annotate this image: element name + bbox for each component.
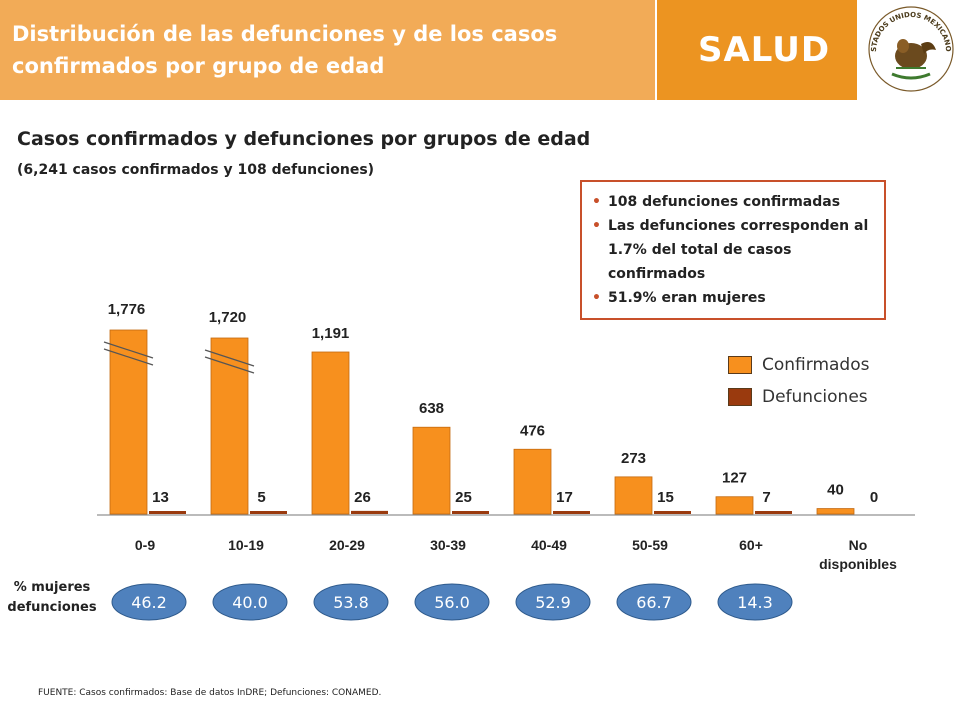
data-label-confirmados: 273 [621, 450, 646, 467]
summary-bullet-text: 108 defunciones confirmadas [608, 194, 841, 210]
pct-value: 52.9 [535, 593, 571, 612]
pct-oval [414, 583, 490, 621]
bar-defunciones [149, 511, 186, 514]
brand-logo-text: SALUD [698, 30, 831, 70]
bar-confirmados [412, 426, 451, 515]
legend-label-defunciones: Defunciones [762, 387, 868, 407]
brand-panel [657, 0, 857, 100]
bar-defunciones [654, 511, 691, 514]
x-tick-label: disponibles [819, 556, 897, 572]
legend-item-defunciones: Defunciones [728, 381, 869, 413]
data-label-confirmados: 1,191 [312, 325, 350, 342]
axis-break-mark [103, 348, 154, 366]
pct-value: 40.0 [232, 593, 268, 612]
x-tick-label: 30-39 [430, 537, 466, 553]
national-seal-icon: ESTADOS UNIDOS MEXICANOS [866, 4, 954, 92]
data-label-confirmados: 1,776 [108, 301, 146, 318]
chart-legend: Confirmados Defunciones [728, 349, 869, 413]
chart-subtitle: (6,241 casos confirmados y 108 defuncion… [17, 162, 375, 178]
x-tick-label: 50-59 [632, 537, 668, 553]
pct-value: 66.7 [636, 593, 672, 612]
pct-oval [313, 583, 389, 621]
x-tick-label: 60+ [739, 537, 763, 553]
pct-value: 53.8 [333, 593, 369, 612]
data-label-confirmados: 40 [827, 482, 844, 499]
bar-defunciones [755, 511, 792, 514]
data-label-defunciones: 26 [354, 489, 371, 506]
data-label-defunciones: 0 [870, 489, 878, 506]
bar-defunciones [452, 511, 489, 514]
data-label-defunciones: 13 [152, 489, 169, 506]
summary-bullet-text: 51.9% eran mujeres [608, 290, 766, 306]
bar-confirmados [816, 508, 855, 515]
x-tick-label: 0-9 [135, 537, 155, 553]
source-note: FUENTE: Casos confirmados: Base de datos… [38, 688, 382, 698]
summary-bullet: • 108 defunciones confirmadas [592, 190, 874, 214]
bar-confirmados [311, 351, 350, 515]
data-label-defunciones: 5 [257, 489, 265, 506]
data-label-defunciones: 25 [455, 489, 472, 506]
axis-break-mark [204, 356, 255, 374]
pct-oval [111, 583, 187, 621]
chart-title: Casos confirmados y defunciones por grup… [17, 128, 591, 150]
legend-swatch-confirmados [728, 356, 752, 374]
pct-oval [616, 583, 692, 621]
x-tick-label: No [849, 537, 868, 553]
data-label-confirmados: 127 [722, 470, 747, 487]
bar-confirmados [513, 448, 552, 515]
summary-bullet: • Las defunciones corresponden al 1.7% de… [592, 214, 874, 286]
bullet-icon: • [592, 290, 601, 306]
legend-item-confirmados: Confirmados [728, 349, 869, 381]
bullet-icon: • [592, 218, 601, 234]
legend-swatch-defunciones [728, 388, 752, 406]
header-banner: Distribución de las defunciones y de los… [0, 0, 655, 100]
x-tick-label: 20-29 [329, 537, 365, 553]
bar-defunciones [250, 511, 287, 514]
bar-confirmados [715, 496, 754, 515]
axis-break-mark [204, 349, 255, 367]
pct-value: 14.3 [737, 593, 773, 612]
summary-list: • 108 defunciones confirmadas • Las defunci… [592, 190, 874, 310]
summary-bullet: • 51.9% eran mujeres [592, 286, 874, 310]
bar-defunciones [553, 511, 590, 514]
data-label-defunciones: 7 [762, 489, 770, 506]
legend-label-confirmados: Confirmados [762, 355, 870, 375]
pct-mujeres-label: % mujeres defunciones [7, 580, 97, 615]
data-label-defunciones: 15 [657, 489, 674, 506]
data-label-confirmados: 638 [419, 400, 444, 417]
summary-box: • 108 defunciones confirmadas • Las defunci… [580, 180, 886, 320]
page-title: Distribución de las defunciones y de los… [12, 22, 558, 78]
bullet-icon: • [592, 194, 601, 210]
x-tick-label: 40-49 [531, 537, 567, 553]
pct-oval [212, 583, 288, 621]
data-label-defunciones: 17 [556, 489, 573, 506]
summary-bullet-text: Las defunciones corresponden al 1.7% del… [608, 218, 869, 282]
x-tick-label: 10-19 [228, 537, 264, 553]
bar-confirmados [614, 476, 653, 515]
bar-confirmados [210, 337, 249, 515]
pct-oval [717, 583, 793, 621]
bar-defunciones [351, 510, 388, 514]
axis-break-mark [103, 341, 154, 359]
data-label-confirmados: 476 [520, 422, 545, 439]
pct-oval [515, 583, 591, 621]
pct-value: 46.2 [131, 593, 167, 612]
pct-value: 56.0 [434, 593, 470, 612]
data-label-confirmados: 1,720 [209, 309, 247, 326]
